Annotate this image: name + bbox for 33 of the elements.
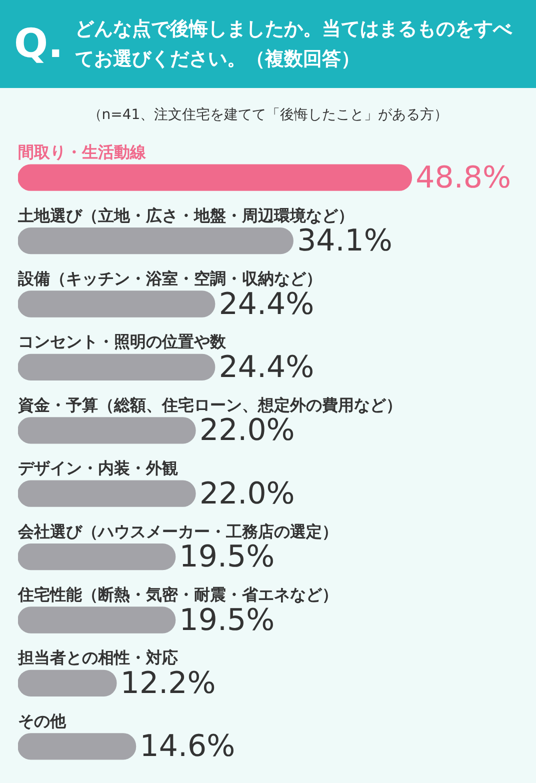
y-tick-label: デザイン・内装・外観	[18, 458, 178, 478]
data-label: 19.5%	[179, 602, 275, 638]
y-tick-label: 設備（キッチン・浴室・空調・収納など）	[17, 269, 322, 288]
text: Q.	[14, 21, 64, 67]
bar	[18, 354, 216, 381]
data-label: 22.0%	[199, 476, 295, 512]
bar	[18, 606, 176, 634]
y-tick-label: その他	[18, 711, 67, 730]
data-label: 12.2%	[120, 666, 216, 701]
data-label: 34.1%	[297, 224, 392, 259]
data-label: 22.0%	[199, 413, 295, 448]
y-tick-label: 間取り・生活動線	[18, 142, 147, 162]
data-label: 48.8%	[416, 160, 511, 196]
y-tick-label: コンセント・照明の位置や数	[18, 332, 227, 352]
bar	[18, 670, 117, 697]
data-label: 24.4%	[218, 350, 314, 385]
bar	[18, 417, 196, 444]
y-tick-label: 会社選び（ハウスメーカー・工務店の選定）	[17, 522, 338, 541]
data-label: 14.6%	[140, 729, 236, 764]
bar	[18, 290, 216, 318]
data-label: 24.4%	[218, 286, 314, 322]
y-tick-label: 住宅性能（断熱・気密・耐震・省エネなど）	[17, 585, 338, 604]
bar	[18, 733, 136, 760]
bar	[18, 543, 176, 570]
bar	[18, 227, 294, 254]
bar	[18, 480, 196, 507]
bar	[18, 164, 412, 191]
chart-title: どんな点で後悔しましたか。当てはまるものをすべてお選びください。（複数回答）	[75, 17, 514, 72]
y-tick-label: 土地選び（立地・広さ・地盤・周辺環境など）	[17, 206, 354, 225]
data-label: 19.5%	[179, 540, 275, 575]
y-tick-label: 資金・予算（総額、住宅ローン、想定外の費用など）	[17, 395, 402, 414]
chart-subtitle: （n=41、注文住宅を建てて「後悔したこと」がある方）	[86, 106, 450, 124]
y-tick-label: 担当者との相性・対応	[17, 648, 178, 668]
